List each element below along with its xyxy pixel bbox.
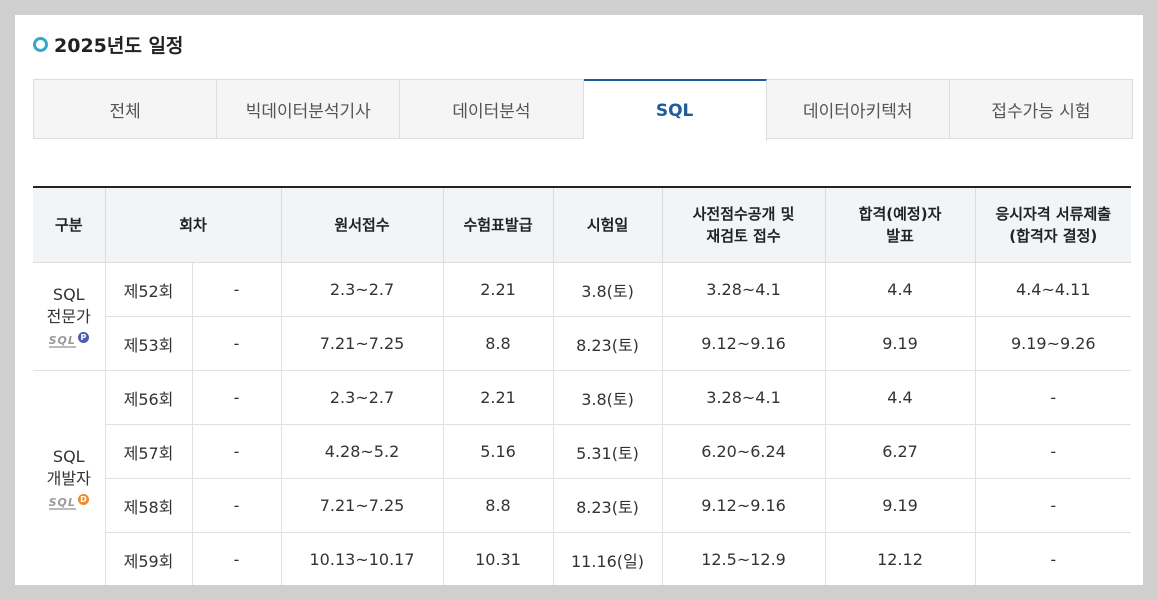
cell: 제58회 xyxy=(104,478,193,533)
tab-bar: 전체 빅데이터분석기사 데이터분석 SQL 데이터아키텍처 접수가능 시험 xyxy=(33,79,1134,141)
cell: 9.19 xyxy=(824,316,976,371)
cell: 3.28~4.1 xyxy=(661,262,826,317)
cell: 8.23(토) xyxy=(552,316,663,371)
group-name: SQL xyxy=(52,446,85,466)
tab[interactable]: SQL xyxy=(583,79,767,141)
cell: 9.12~9.16 xyxy=(661,478,826,533)
cell: 3.8(토) xyxy=(552,262,663,317)
cell: 8.23(토) xyxy=(552,478,663,533)
cell: - xyxy=(191,316,282,371)
cell: 2.3~2.7 xyxy=(280,370,444,425)
cell: 8.8 xyxy=(442,478,554,533)
cell: 9.12~9.16 xyxy=(661,316,826,371)
header-text: 합격(예정)자 xyxy=(858,205,942,223)
header-cell: 응시자격 서류제출 (합격자 결정) xyxy=(974,187,1132,263)
header-text: 시험일 xyxy=(586,216,629,234)
cell: 2.3~2.7 xyxy=(280,262,444,317)
title-text: 2025년도 일정 xyxy=(54,35,184,57)
cell: - xyxy=(974,478,1132,533)
header-text: 발표 xyxy=(886,227,914,245)
cell: 제59회 xyxy=(104,532,193,585)
table-row: 제57회 -4.28~5.2 5.16 5.31(토) 6.20~6.24 6.27- xyxy=(33,424,1132,479)
header-text: 구분 xyxy=(54,216,83,234)
header-text: 수험표발급 xyxy=(463,216,533,234)
cell: 10.13~10.17 xyxy=(280,532,444,585)
cell: - xyxy=(191,532,282,585)
cell: - xyxy=(191,262,282,317)
table-row: SQL 전문가 SQL P 제52회 -2.3~2.7 2.21 3.8(토) 3.28~4.1… xyxy=(33,262,1132,371)
cell: - xyxy=(974,532,1132,585)
cell: - xyxy=(974,424,1132,479)
cell: - xyxy=(191,478,282,533)
panel: 2025년도 일정 전체 빅데이터분석기사 데이터분석 SQL 데이터아키텍처 접수가능 … xyxy=(15,15,1143,585)
header-cell: 시험일 xyxy=(552,187,663,263)
header-text: 재검토 접수 xyxy=(706,227,781,245)
table-row: 제58회 -7.21~7.25 8.8 8.23(토) 9.12~9.16 9.19- xyxy=(33,478,1132,533)
cell: 9.19~9.26 xyxy=(974,316,1132,371)
cell: 12.5~12.9 xyxy=(661,532,826,585)
cell: - xyxy=(191,424,282,479)
table-row: 제59회 -10.13~10.17 10.31 11.16(일) 12.5~12.9 12… xyxy=(33,532,1132,585)
logo-badge: D xyxy=(77,493,89,505)
cell: 9.19 xyxy=(824,478,976,533)
schedule-table: 구분 회차 원서접수 수험표발급 시험일 사전점수공개 및 재검토 접수 합격(예정)자 발표 응… xyxy=(33,186,1132,585)
group-name: 개발자 xyxy=(46,468,91,488)
cell: 6.27 xyxy=(824,424,976,479)
header-row: 구분 회차 원서접수 수험표발급 시험일 사전점수공개 및 재검토 접수 합격(예정)자 발표 응… xyxy=(33,187,1132,263)
section-title: 2025년도 일정 xyxy=(33,31,183,58)
header-text: 응시자격 서류제출 xyxy=(995,205,1112,223)
cell: 11.16(일) xyxy=(552,532,663,585)
cell: 4.4~4.11 xyxy=(974,262,1132,317)
tab[interactable]: 데이터분석 xyxy=(400,79,584,139)
cell: 제57회 xyxy=(104,424,193,479)
table-row: 제53회 -7.21~7.25 8.8 8.23(토) 9.12~9.16 9.19 9.1… xyxy=(33,316,1132,371)
cell: 4.4 xyxy=(824,262,976,317)
header-text: 사전점수공개 및 xyxy=(692,205,795,223)
header-cell: 원서접수 xyxy=(280,187,444,263)
cell: 2.21 xyxy=(442,262,554,317)
cell: - xyxy=(191,370,282,425)
cell: 2.21 xyxy=(442,370,554,425)
cell: 4.4 xyxy=(824,370,976,425)
cell: - xyxy=(974,370,1132,425)
cell: 3.28~4.1 xyxy=(661,370,826,425)
cell: 12.12 xyxy=(824,532,976,585)
group-name: 전문가 xyxy=(46,306,91,326)
header-cell: 회차 xyxy=(104,187,282,263)
tab[interactable]: 데이터아키텍처 xyxy=(766,79,950,139)
group-logo: SQL P xyxy=(48,331,89,348)
tab[interactable]: 전체 xyxy=(33,79,218,139)
cell: 제56회 xyxy=(104,370,193,425)
cell: 제53회 xyxy=(104,316,193,371)
cell: 4.28~5.2 xyxy=(280,424,444,479)
cell: 5.16 xyxy=(442,424,554,479)
title-icon xyxy=(33,37,48,52)
group-cell: SQL 전문가 SQL P xyxy=(33,262,106,371)
group-name: SQL xyxy=(52,284,85,304)
logo-badge: P xyxy=(77,331,89,343)
cell: 8.8 xyxy=(442,316,554,371)
group-cell: SQL 개발자 SQL D xyxy=(33,370,106,585)
cell: 7.21~7.25 xyxy=(280,478,444,533)
logo-text: SQL xyxy=(48,333,76,348)
logo-text: SQL xyxy=(48,495,76,510)
header-text: 원서접수 xyxy=(334,216,390,234)
header-cell: 수험표발급 xyxy=(442,187,554,263)
header-text: 회차 xyxy=(179,216,207,234)
header-cell: 구분 xyxy=(33,187,106,263)
tab[interactable]: 접수가능 시험 xyxy=(949,79,1134,139)
cell: 6.20~6.24 xyxy=(661,424,826,479)
cell: 7.21~7.25 xyxy=(280,316,444,371)
cell: 제52회 xyxy=(104,262,193,317)
cell: 5.31(토) xyxy=(552,424,663,479)
cell: 3.8(토) xyxy=(552,370,663,425)
header-text: (합격자 결정) xyxy=(1009,227,1098,245)
cell: 10.31 xyxy=(442,532,554,585)
group-logo: SQL D xyxy=(48,493,89,510)
table-row: SQL 개발자 SQL D 제56회 -2.3~2.7 2.21 3.8(토) 3.28~4.1… xyxy=(33,370,1132,585)
tab[interactable]: 빅데이터분석기사 xyxy=(217,79,401,139)
